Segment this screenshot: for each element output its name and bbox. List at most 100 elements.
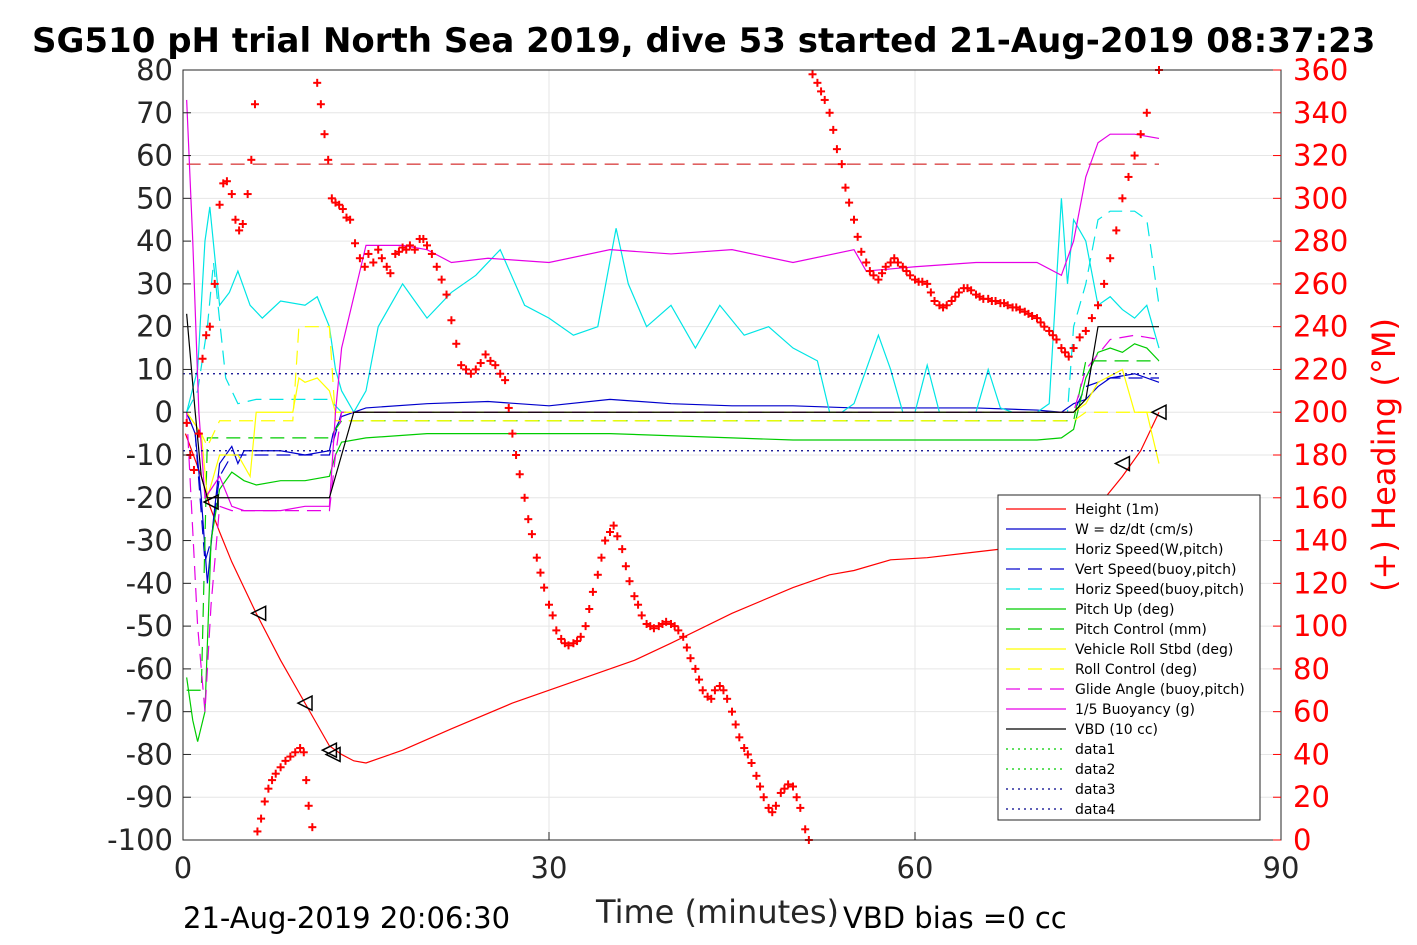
heading-point: [801, 825, 810, 834]
heading-point: [881, 262, 890, 271]
series-line-pitch_up: [186, 343, 1160, 742]
heading-point: [462, 365, 471, 374]
heading-point: [1112, 226, 1121, 235]
legend-label-horiz_speed_buoy: Horiz Speed(buoy,pitch): [1075, 582, 1244, 598]
series-line-buoyancy: [186, 99, 1160, 512]
heading-point: [281, 756, 290, 765]
heading-point: [308, 823, 317, 832]
heading-point: [613, 532, 622, 541]
heading-point: [630, 592, 639, 601]
heading-point: [728, 707, 736, 716]
heading-point: [335, 200, 344, 209]
legend-label-data3: data3: [1075, 782, 1115, 798]
heading-point: [253, 827, 262, 836]
heading-point: [476, 359, 485, 368]
heading-point: [606, 528, 614, 536]
left-tick-label: 80: [136, 53, 173, 87]
heading-point: [405, 241, 414, 250]
legend-label-w: W = dz/dt (cm/s): [1075, 522, 1194, 538]
heading-point: [423, 241, 431, 250]
left-tick-label: -30: [126, 524, 173, 558]
heading-point: [1045, 326, 1054, 335]
heading-point: [471, 365, 480, 374]
heading-point: [1064, 352, 1073, 361]
heading-point: [837, 160, 846, 169]
right-tick-label: 120: [1293, 566, 1348, 600]
legend-label-height: Height (1m): [1075, 502, 1159, 518]
heading-point: [524, 515, 533, 524]
heading-point: [512, 451, 521, 459]
heading-point: [374, 245, 383, 254]
series-line-horiz_speed: [186, 198, 1160, 414]
heading-point: [564, 641, 573, 650]
heading-point: [557, 634, 566, 643]
heading-point: [878, 269, 887, 278]
heading-point: [1118, 194, 1127, 203]
heading-point: [437, 275, 446, 284]
heading-point: [552, 626, 561, 635]
heading-point: [202, 331, 211, 340]
heading-point: [710, 686, 719, 695]
heading-point: [585, 605, 594, 613]
heading-point: [926, 288, 935, 297]
heading-point: [731, 720, 740, 729]
heading-point: [991, 297, 1000, 305]
heading-point: [548, 611, 557, 620]
heading-point: [670, 622, 679, 631]
right-tick-label: 20: [1293, 780, 1330, 814]
left-tick-label: -40: [126, 566, 173, 600]
heading-point: [902, 267, 911, 276]
heading-point: [508, 429, 517, 438]
heading-point: [527, 530, 536, 539]
heading-point: [813, 78, 822, 87]
heading-point: [817, 87, 826, 96]
heading-point: [1048, 331, 1057, 340]
heading-point: [291, 748, 300, 757]
series-line-pitch_control: [186, 360, 1159, 691]
left-tick-label: -70: [126, 695, 173, 729]
heading-point: [621, 562, 630, 571]
series-line-roll_control: [186, 326, 1159, 448]
heading-point: [296, 744, 305, 753]
heading-point: [320, 130, 329, 139]
heading-point: [1130, 151, 1139, 160]
heading-point: [182, 418, 191, 427]
heading-point: [618, 545, 627, 554]
right-tick-label: 300: [1293, 181, 1348, 215]
left-tick-label: 50: [136, 181, 173, 215]
heading-point: [886, 258, 895, 267]
glider-marker: [202, 493, 219, 511]
glider-marker: [324, 746, 341, 763]
heading-point: [723, 694, 732, 703]
right-tick-label: 160: [1293, 481, 1348, 515]
heading-point: [951, 292, 960, 301]
heading-point: [1028, 311, 1037, 320]
legend-label-roll: Vehicle Roll Stbd (deg): [1075, 642, 1233, 658]
heading-point: [796, 803, 805, 812]
heading-point: [338, 205, 347, 214]
heading-point: [756, 782, 765, 791]
left-tick-label: -80: [126, 737, 173, 771]
heading-point: [857, 247, 866, 256]
heading-point: [581, 622, 590, 631]
heading-point: [419, 234, 428, 243]
heading-point: [808, 70, 817, 79]
heading-point: [967, 286, 976, 295]
heading-point: [360, 262, 369, 271]
left-y-axis: 80 70 60 50 40 30 20 10 0 -10 -20 -30 -40 -50 -60 -70 -8…: [107, 53, 191, 857]
heading-point: [442, 290, 451, 299]
heading-point: [776, 788, 785, 797]
x-axis-label: Time (minutes): [595, 893, 839, 931]
heading-point: [841, 183, 850, 192]
heading-point: [432, 262, 441, 271]
heading-point: [427, 249, 436, 258]
heading-point: [625, 577, 634, 586]
heading-point: [243, 190, 252, 199]
heading-point: [447, 316, 456, 325]
heading-point: [452, 339, 461, 348]
heading-point: [369, 258, 378, 267]
heading-point: [1106, 254, 1115, 263]
heading-point: [893, 258, 902, 267]
left-tick-label: -90: [126, 780, 173, 814]
chart-title: SG510 pH trial North Sea 2019, dive 53 s…: [32, 21, 1375, 61]
